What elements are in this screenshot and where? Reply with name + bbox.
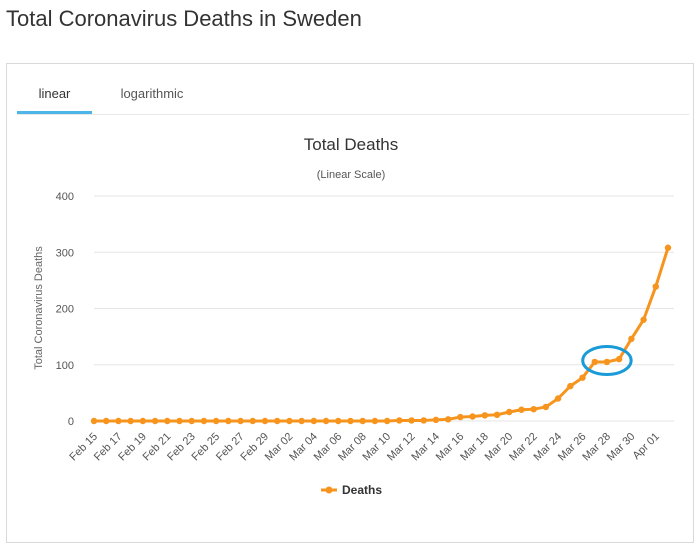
data-point (164, 417, 171, 425)
tab-linear[interactable]: linear (17, 74, 92, 114)
chart-title: Total Deaths (304, 135, 399, 154)
data-point (383, 417, 391, 425)
data-point (115, 417, 122, 425)
data-point (542, 403, 550, 411)
data-point (628, 335, 635, 343)
data-point (298, 417, 305, 425)
y-tick-label: 400 (56, 191, 74, 203)
x-tick-label: Apr 01 (630, 431, 661, 462)
data-point (554, 395, 562, 402)
data-point (139, 417, 147, 425)
data-point (420, 417, 427, 424)
data-point (212, 417, 220, 425)
y-tick-label: 0 (68, 416, 74, 428)
data-point (335, 417, 342, 425)
data-point (261, 417, 269, 425)
data-point (444, 416, 452, 423)
legend-label: Deaths (342, 483, 382, 497)
legend-marker (325, 486, 333, 494)
data-point (176, 417, 183, 425)
data-point (396, 417, 403, 424)
data-point (530, 405, 537, 413)
tab-logarithmic[interactable]: logarithmic (120, 86, 184, 101)
data-point (615, 355, 623, 363)
data-point (310, 417, 318, 425)
data-point (664, 244, 672, 251)
data-point (481, 412, 489, 419)
data-point (603, 358, 611, 366)
data-point (652, 283, 659, 290)
data-point (347, 417, 354, 425)
data-point (371, 417, 379, 425)
data-point (237, 417, 244, 425)
data-point (249, 417, 256, 425)
data-point (359, 417, 366, 425)
data-point (286, 417, 293, 425)
data-point (188, 417, 195, 425)
data-point (90, 417, 98, 425)
data-point (432, 416, 440, 424)
y-tick-label: 300 (56, 247, 74, 259)
data-point (200, 417, 208, 425)
data-point (567, 382, 574, 390)
data-point (579, 374, 586, 381)
data-point (457, 413, 464, 421)
data-point (103, 417, 110, 425)
data-point (518, 406, 525, 413)
data-point (506, 408, 513, 416)
data-point (493, 411, 501, 419)
data-point (322, 417, 330, 425)
series-line-deaths (94, 247, 670, 423)
scale-tabs: linear logarithmic (17, 74, 689, 115)
data-point (151, 417, 159, 425)
data-point (469, 413, 476, 420)
data-point (640, 316, 647, 323)
highlight-circle (581, 345, 633, 377)
y-tick-label: 100 (56, 360, 74, 372)
data-point (408, 417, 415, 424)
y-tick-label: 200 (56, 304, 74, 316)
page-title: Total Coronavirus Deaths in Sweden (6, 6, 362, 31)
x-tick-label: Mar 30 (605, 431, 638, 464)
data-point (127, 417, 134, 425)
chart-subtitle: (Linear Scale) (317, 169, 385, 181)
data-point (225, 417, 232, 425)
data-point (591, 358, 598, 366)
y-axis-label: Total Coronavirus Deaths (33, 246, 45, 370)
data-point (273, 417, 281, 425)
chart-panel: linear logarithmic (6, 63, 694, 543)
